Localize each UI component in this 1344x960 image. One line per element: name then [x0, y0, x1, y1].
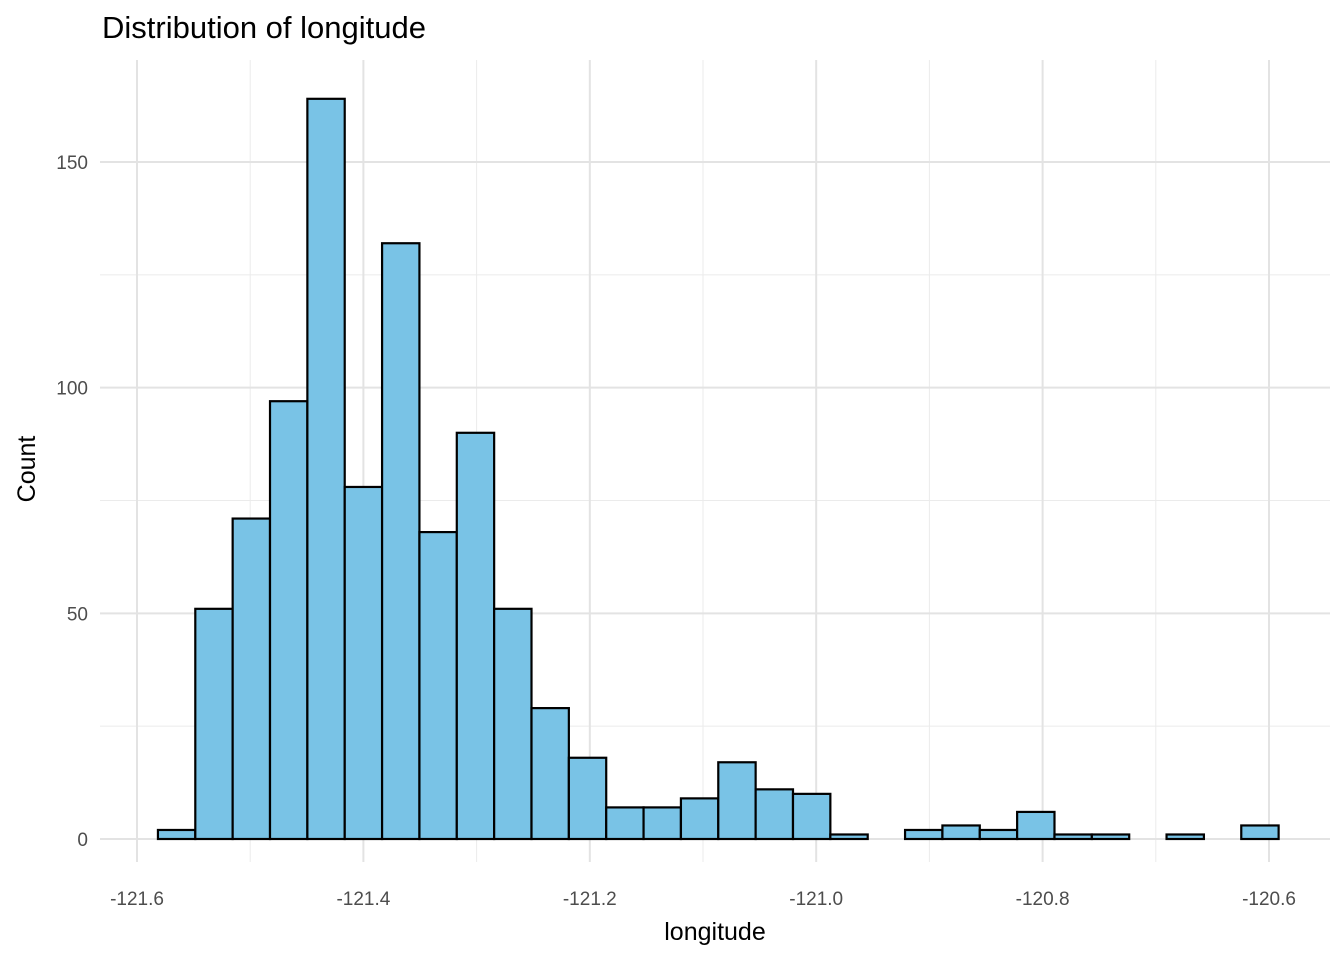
histogram-bar: [493, 607, 533, 841]
histogram-bar: [679, 797, 720, 841]
histogram-bar: [1090, 833, 1131, 841]
histogram-bar: [605, 806, 645, 841]
y-tick-label: 0: [77, 830, 88, 851]
y-tick-label: 50: [67, 604, 88, 625]
x-axis-title: longitude: [664, 918, 765, 946]
histogram-bar: [754, 788, 795, 841]
y-tick-label: 150: [56, 153, 88, 174]
histogram-bar: [343, 485, 384, 841]
y-tick-label: 100: [56, 379, 88, 400]
histogram-bar: [156, 828, 197, 841]
histogram-bar: [941, 824, 981, 841]
y-tick-labels: 0 50 100 150: [56, 153, 88, 851]
histogram-bar: [1240, 824, 1280, 841]
histogram-bar: [978, 828, 1019, 841]
histogram-bar: [194, 607, 234, 841]
histogram-bar: [903, 828, 944, 841]
x-tick-label: -121.0: [789, 889, 843, 910]
histogram-bar: [380, 242, 421, 841]
x-tick-label: -121.2: [563, 889, 617, 910]
x-tick-label: -121.6: [110, 889, 164, 910]
histogram-bar: [231, 517, 272, 841]
histogram-bar: [1016, 810, 1056, 841]
histogram-bar: [306, 97, 346, 841]
histogram-bar: [530, 707, 570, 841]
histogram-bar: [1053, 833, 1093, 841]
histogram-bars: [156, 97, 1280, 841]
x-tick-label: -120.6: [1242, 889, 1296, 910]
histogram-bar: [567, 756, 608, 841]
histogram-bar: [418, 530, 458, 841]
histogram-bar: [1165, 833, 1206, 841]
chart-title: Distribution of longitude: [102, 10, 426, 45]
x-tick-labels: -121.6 -121.4 -121.2 -121.0 -120.8 -120.6: [110, 889, 1296, 910]
histogram-bar: [791, 792, 832, 841]
histogram-bar: [642, 806, 683, 841]
histogram-bar: [829, 833, 869, 841]
histogram-bar: [717, 761, 757, 841]
y-axis-title: Count: [13, 436, 41, 503]
histogram-bar: [455, 431, 496, 841]
histogram-bar: [268, 400, 309, 841]
x-tick-label: -121.4: [336, 889, 390, 910]
x-tick-label: -120.8: [1016, 889, 1070, 910]
